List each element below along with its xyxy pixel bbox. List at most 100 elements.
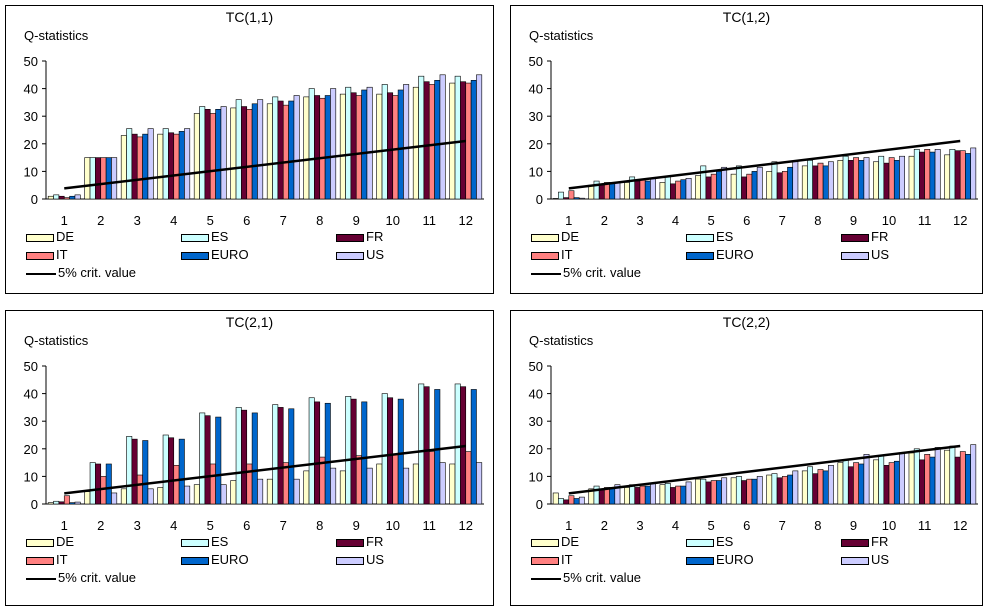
bar-us: [74, 501, 81, 505]
y-tick-label: 30: [24, 109, 38, 124]
chart-panel-tc22: TC(2,2) Q-statistics 0 10 20 30 40 50 1 2 3 4 5 6 7 8 9 1…: [510, 310, 983, 606]
bar-it: [100, 157, 107, 200]
bar-de: [908, 452, 915, 505]
legend-label: DE: [56, 229, 75, 244]
legend-label: 5% crit. value: [58, 265, 137, 280]
bar-it: [853, 462, 859, 505]
bar-de: [873, 459, 879, 505]
y-tick-label: 20: [24, 442, 38, 457]
bar-it: [136, 136, 143, 200]
bar-es: [345, 86, 352, 200]
bar-fr: [847, 466, 854, 505]
legend-label: 5% crit. value: [563, 570, 642, 585]
legend-swatch: [26, 233, 54, 242]
bar-euro: [751, 478, 758, 505]
bar-de: [624, 487, 630, 505]
bar-it: [319, 97, 326, 200]
bar-fr: [277, 407, 284, 505]
bar-fr: [741, 176, 748, 200]
x-tick-label: 1: [565, 518, 572, 533]
bar-us: [366, 467, 373, 505]
bar-it: [888, 462, 895, 505]
bar-us: [330, 467, 337, 505]
legend-swatch: [841, 233, 869, 242]
bar-de: [303, 470, 310, 505]
legend-item-us: US: [841, 247, 889, 262]
x-tick-label: 5: [708, 518, 715, 533]
bar-fr: [314, 95, 321, 200]
legend-swatch: [26, 538, 54, 547]
x-tick-label: 7: [280, 518, 287, 533]
bar-es: [558, 498, 564, 505]
bar-de: [84, 157, 91, 200]
legend: DE ES FR IT EURO US 5% crit. value: [531, 534, 962, 594]
legend-item-es: ES: [181, 229, 228, 244]
legend-swatch: [26, 556, 54, 565]
x-tick-label: 11: [918, 518, 932, 533]
legend-swatch: [531, 233, 559, 242]
bar-us: [184, 128, 191, 200]
bar-euro: [215, 109, 222, 200]
bar-it: [888, 157, 895, 200]
y-tick-label: 30: [529, 109, 543, 124]
y-tick-label: 40: [24, 387, 38, 402]
x-tick-label: 5: [207, 518, 214, 533]
legend-swatch: [841, 556, 869, 565]
chart-panel-tc11: TC(1,1) Q-statistics 0 10 20 30 40 50 1 2 3 4 5 6 7 8 9 1…: [5, 5, 494, 294]
bar-fr: [705, 176, 712, 200]
x-tick-label: 7: [779, 518, 786, 533]
x-tick-label: 11: [918, 213, 932, 228]
x-tick-label: 2: [97, 213, 104, 228]
bar-it: [853, 157, 859, 200]
y-tick-label: 20: [529, 137, 543, 152]
bar-it: [209, 463, 216, 505]
x-tick-label: 3: [134, 213, 141, 228]
legend-label: EURO: [716, 552, 754, 567]
x-tick-label: 12: [953, 518, 967, 533]
legend: DE ES FR IT EURO US 5% crit. value: [26, 534, 473, 594]
y-tick-label: 20: [529, 442, 543, 457]
legend-item-crit-value: 5% crit. value: [26, 570, 136, 585]
crit-value-line: [64, 139, 466, 190]
bar-fr: [95, 463, 102, 505]
bar-euro: [361, 89, 368, 200]
bar-de: [837, 160, 844, 200]
bar-de: [695, 175, 701, 200]
bar-fr: [168, 132, 175, 200]
bar-de: [944, 154, 951, 200]
bar-es: [235, 99, 242, 200]
legend-label: FR: [366, 229, 384, 244]
legend-label: 5% crit. value: [563, 265, 642, 280]
bar-us: [403, 467, 410, 505]
bar-fr: [241, 106, 248, 200]
y-tick-label: 50: [529, 54, 543, 69]
bar-de: [659, 484, 666, 505]
bar-es: [53, 500, 60, 505]
bar-it: [392, 454, 399, 505]
x-tick-label: 9: [353, 213, 360, 228]
bar-es: [949, 149, 956, 200]
x-tick-label: 2: [97, 518, 104, 533]
bar-de: [193, 113, 200, 200]
bar-fr: [670, 183, 676, 200]
bar-it: [355, 455, 362, 505]
bar-it: [924, 454, 931, 505]
y-tick-label: 0: [31, 192, 38, 207]
bar-us: [685, 481, 692, 505]
bar-euro: [787, 166, 794, 200]
legend-swatch: [181, 233, 209, 242]
legend-label: DE: [561, 534, 580, 549]
bar-euro: [251, 412, 258, 505]
bar-es: [842, 155, 849, 200]
legend-label: 5% crit. value: [58, 570, 137, 585]
bar-us: [74, 194, 81, 200]
legend-label: IT: [56, 552, 68, 567]
bar-us: [111, 157, 118, 200]
bar-it: [136, 474, 143, 505]
bar-es: [878, 455, 885, 505]
x-tick-label: 6: [243, 213, 250, 228]
bar-us: [220, 106, 227, 200]
bar-it: [817, 162, 824, 200]
bar-de: [449, 463, 456, 505]
